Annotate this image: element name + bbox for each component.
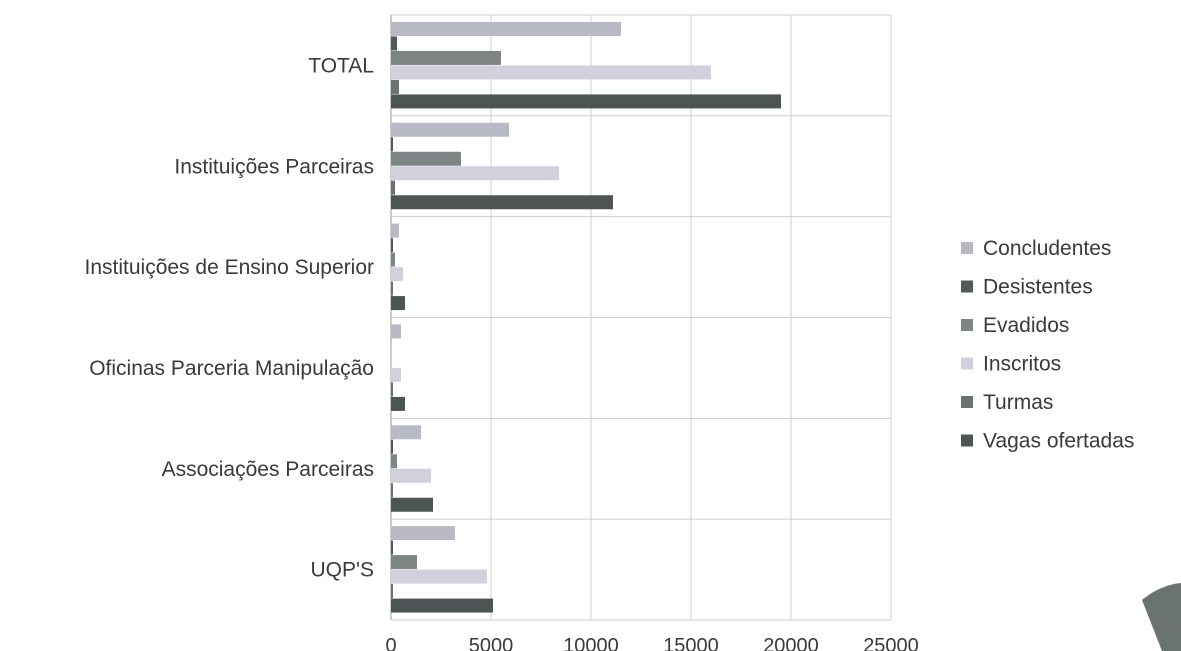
- chart-grid: [390, 14, 892, 621]
- legend-swatch: [961, 242, 973, 254]
- bar-evadidos: [391, 151, 461, 166]
- x-tick-label: 15000: [663, 635, 719, 651]
- legend-swatch: [961, 396, 973, 408]
- chart-legend: Concludentes Desistentes Evadidos Inscritos…: [961, 237, 1134, 453]
- bar-inscritos: [391, 468, 431, 483]
- bar-concludentes: [391, 223, 399, 238]
- category-labels: TOTAL Instituições Parceiras Instituições …: [85, 54, 375, 581]
- bar-desistentes: [391, 540, 393, 555]
- bar-vagas-ofertadas: [391, 497, 433, 512]
- bar-concludentes: [391, 425, 421, 440]
- bar-evadidos: [391, 50, 501, 65]
- bar-evadidos: [391, 252, 395, 267]
- bar-vagas-ofertadas: [391, 94, 781, 109]
- x-tick-label: 5000: [469, 635, 514, 651]
- category-label: TOTAL: [308, 54, 374, 77]
- legend-swatch: [961, 357, 973, 370]
- legend-label: Inscritos: [983, 353, 1061, 376]
- legend-swatch: [961, 280, 973, 293]
- bar-concludentes: [391, 122, 509, 137]
- page-corner-decoration: [1142, 583, 1181, 651]
- bar-turmas: [391, 180, 395, 195]
- category-label: Instituições de Ensino Superior: [85, 256, 375, 279]
- bar-evadidos: [391, 454, 397, 469]
- bar-concludentes: [391, 526, 455, 541]
- bar-inscritos: [391, 367, 401, 382]
- bar-vagas-ofertadas: [391, 296, 405, 311]
- bar-turmas: [391, 483, 393, 498]
- bar-turmas: [391, 382, 393, 397]
- category-label: Associações Parceiras: [162, 458, 374, 481]
- bar-turmas: [391, 79, 399, 94]
- bar-evadidos: [391, 555, 417, 570]
- x-axis-tick-labels: 0 5000 10000 15000 20000 25000: [385, 635, 918, 651]
- x-tick-label: 0: [385, 635, 396, 651]
- bar-inscritos: [391, 65, 711, 80]
- bar-turmas: [391, 584, 393, 599]
- legend-label: Concludentes: [983, 237, 1111, 260]
- bar-concludentes: [391, 21, 621, 36]
- category-label: Instituições Parceiras: [174, 155, 374, 178]
- legend-label: Turmas: [983, 391, 1053, 414]
- bar-vagas-ofertadas: [391, 598, 493, 613]
- bar-inscritos: [391, 569, 487, 584]
- x-tick-label: 20000: [763, 635, 819, 651]
- bar-inscritos: [391, 267, 403, 282]
- legend-label: Vagas ofertadas: [983, 430, 1134, 453]
- legend-swatch: [961, 319, 973, 331]
- bar-vagas-ofertadas: [391, 195, 613, 210]
- chart-bars: [391, 21, 781, 613]
- bar-desistentes: [391, 439, 393, 454]
- bar-desistentes: [391, 36, 397, 51]
- x-tick-label: 25000: [863, 635, 919, 651]
- bar-desistentes: [391, 238, 393, 253]
- category-label: Oficinas Parceria Manipulação: [89, 357, 374, 380]
- bar-vagas-ofertadas: [391, 396, 405, 411]
- bar-concludentes: [391, 324, 401, 339]
- legend-swatch: [961, 434, 973, 447]
- x-tick-label: 10000: [563, 635, 619, 651]
- legend-label: Desistentes: [983, 276, 1093, 299]
- legend-label: Evadidos: [983, 314, 1069, 337]
- category-label: UQP'S: [310, 559, 374, 582]
- bar-turmas: [391, 281, 393, 296]
- bar-desistentes: [391, 137, 393, 152]
- bar-inscritos: [391, 166, 559, 181]
